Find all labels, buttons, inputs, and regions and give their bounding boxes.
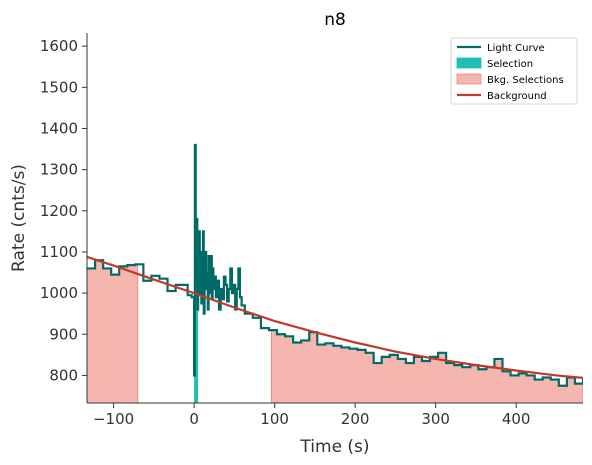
y-axis-label: Rate (cnts/s) <box>9 164 29 272</box>
legend-label-selection: Selection <box>487 59 533 70</box>
y-tick-label-1500: 1500 <box>40 78 78 96</box>
background-line <box>87 255 583 379</box>
plot-content <box>87 143 583 403</box>
x-tick-label--100: −100 <box>93 410 134 428</box>
y-tick-label-1000: 1000 <box>40 284 78 302</box>
legend-label-background: Background <box>487 91 547 102</box>
y-tick-label-1400: 1400 <box>40 119 78 137</box>
bkg-selection-0 <box>87 259 139 403</box>
light-curve-line <box>87 143 583 387</box>
y-tick-label-1600: 1600 <box>40 37 78 55</box>
y-tick-label-1100: 1100 <box>40 243 78 261</box>
legend-swatch-selection <box>456 57 482 69</box>
x-axis-label: Time (s) <box>299 437 369 457</box>
y-tick-label-800: 800 <box>49 366 78 384</box>
legend-label-bkg-selections: Bkg. Selections <box>487 75 564 86</box>
axes: −100 0 100 200 300 400 800 900 1000 1100 1200 1300 1… <box>40 33 583 428</box>
legend-box <box>450 37 578 105</box>
plot-area <box>87 143 583 403</box>
x-tick-label-400: 400 <box>502 410 531 428</box>
y-tick-label-1300: 1300 <box>40 161 78 179</box>
x-tick-label-0: 0 <box>189 410 199 428</box>
chart-title: n8 <box>324 10 346 30</box>
x-tick-label-200: 200 <box>341 410 370 428</box>
y-tick-label-900: 900 <box>49 325 78 343</box>
x-tick-label-300: 300 <box>421 410 450 428</box>
y-tick-label-1200: 1200 <box>40 202 78 220</box>
legend-label-light-curve: Light Curve <box>487 43 545 54</box>
x-tick-label-100: 100 <box>260 410 289 428</box>
legend: Light Curve Selection Bkg. Selections Backg… <box>450 37 578 105</box>
legend-swatch-bkg-selections <box>456 73 482 85</box>
